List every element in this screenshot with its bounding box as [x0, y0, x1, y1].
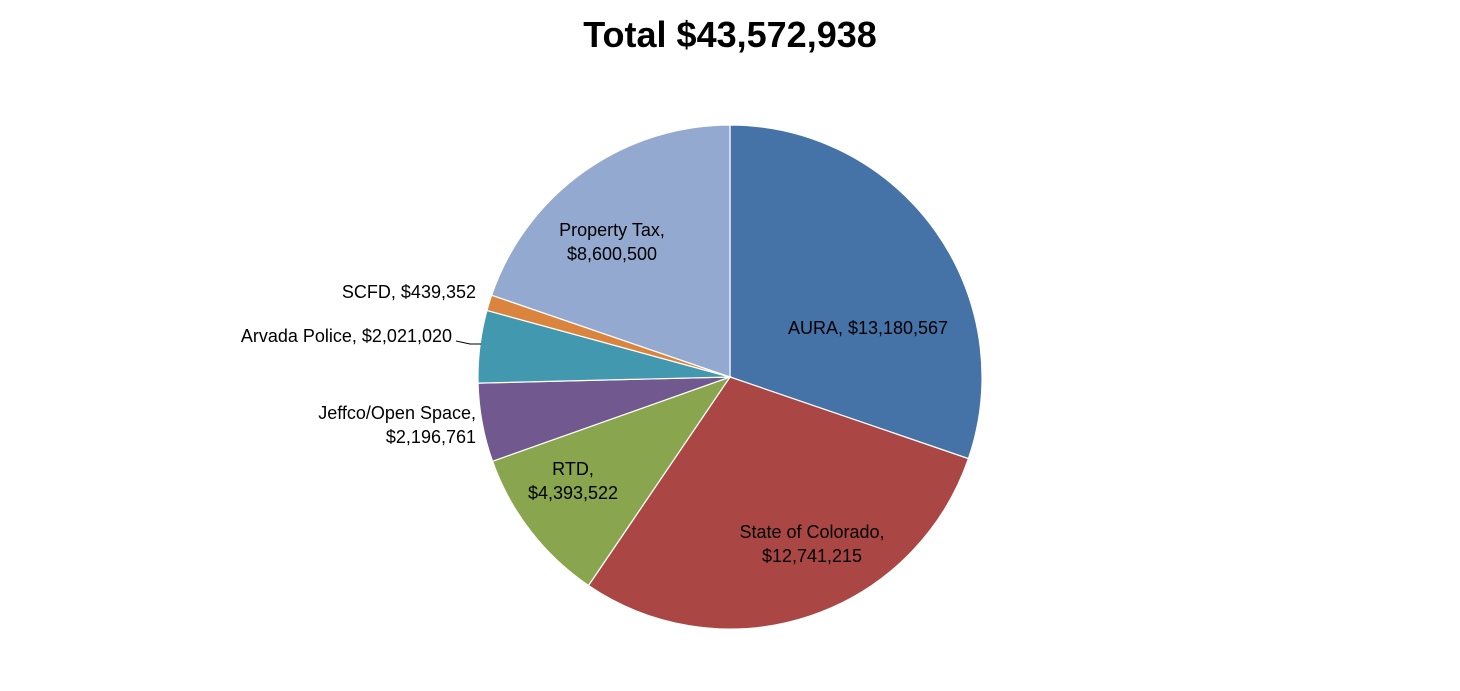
leader-line: [455, 340, 481, 345]
pie-slice-state-of-colorado: [587, 376, 970, 630]
chart-title: Total $43,572,938: [583, 14, 877, 55]
pie-slice-aura: [729, 124, 983, 460]
slice-label-jeffco-open-space: Jeffco/Open Space, $2,196,761: [318, 403, 476, 447]
slice-label-property-tax: Property Tax, $8,600,500: [559, 220, 665, 264]
slice-label-state-of-colorado: State of Colorado, $12,741,215: [739, 522, 884, 566]
slice-label-scfd: SCFD, $439,352: [342, 282, 476, 302]
slice-label-rtd: RTD, $4,393,522: [528, 459, 618, 503]
pie-slice-rtd: [491, 375, 732, 587]
pie-slice-property-tax: [490, 124, 731, 378]
slice-label-aura: AURA, $13,180,567: [788, 318, 948, 338]
slice-label-arvada-police: Arvada Police, $2,021,020: [241, 326, 452, 346]
